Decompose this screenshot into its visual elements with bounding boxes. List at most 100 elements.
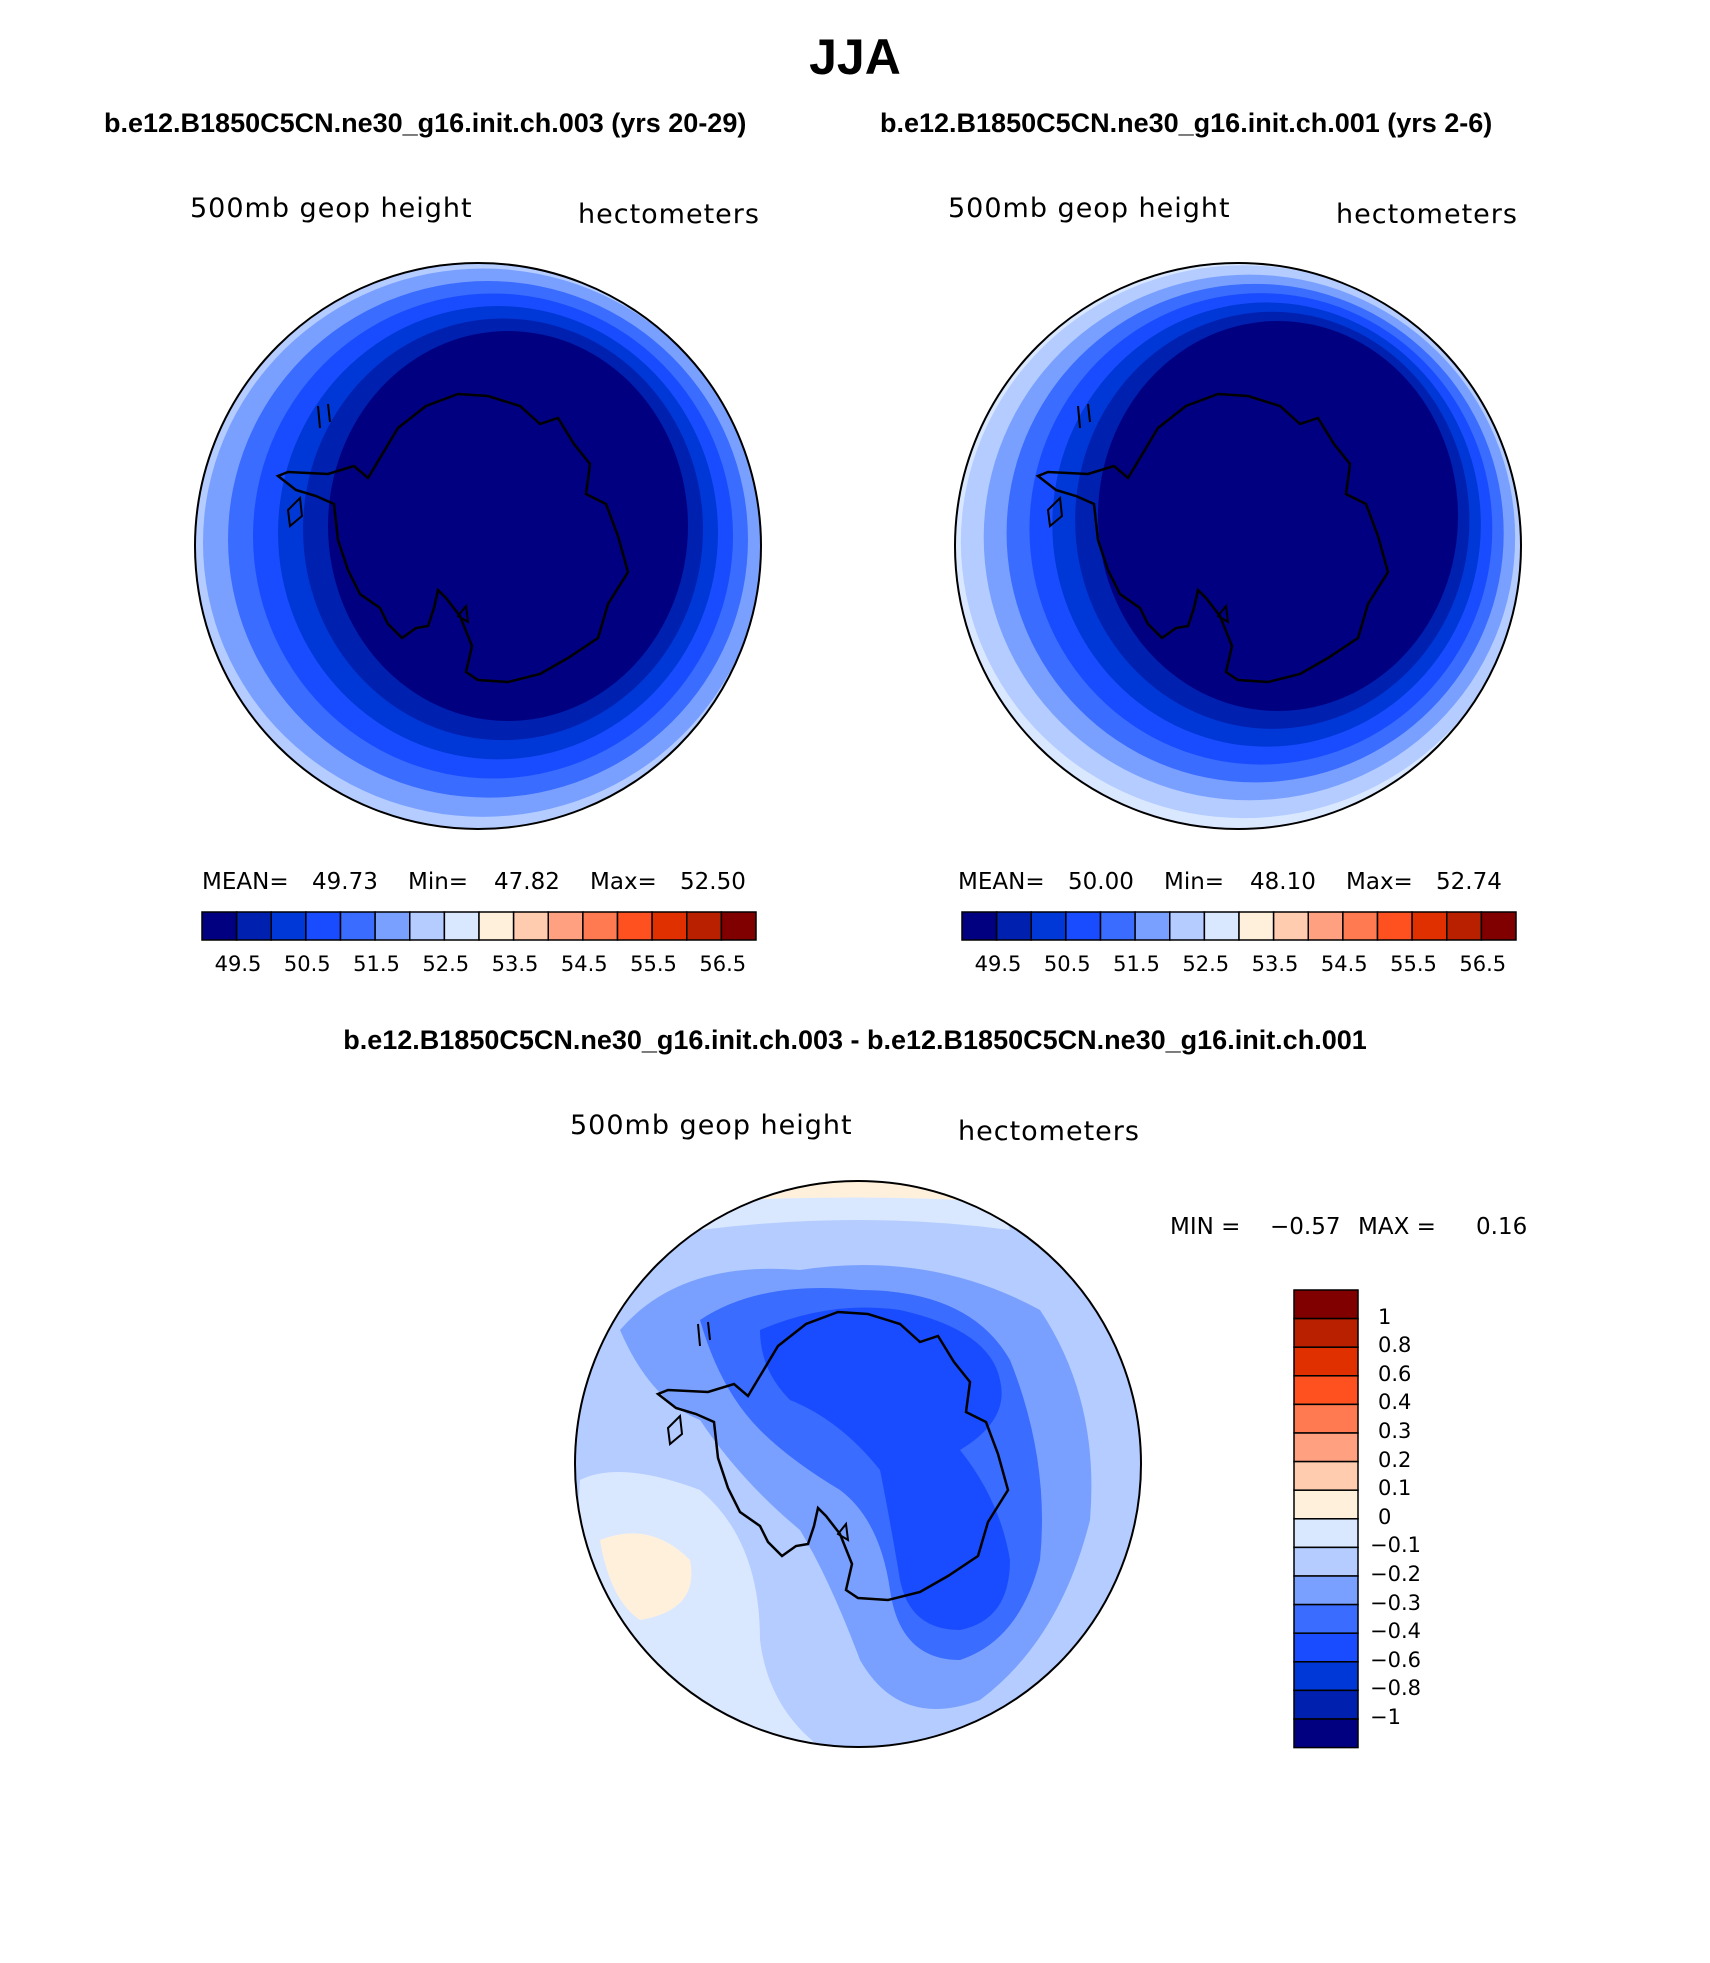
right-mean-label: MEAN= <box>958 869 1045 895</box>
colorbar-box <box>1065 911 1102 941</box>
colorbar-tick-label: 55.5 <box>1390 952 1437 976</box>
left-colorbar <box>201 911 757 941</box>
left-panel-variable-label: 500mb geop height <box>190 193 473 224</box>
colorbar-box <box>547 911 584 941</box>
colorbar-box <box>409 911 446 941</box>
left-mean-value: 49.73 <box>312 869 378 895</box>
left-panel-map <box>195 263 761 829</box>
colorbar-box <box>1169 911 1206 941</box>
right-panel-map-border <box>954 262 1522 830</box>
colorbar-tick-label: 54.5 <box>560 952 608 976</box>
colorbar-box <box>1446 911 1483 941</box>
left-min-value: 47.82 <box>494 869 560 895</box>
colorbar-box <box>1293 1403 1359 1434</box>
colorbar-box <box>1293 1603 1359 1634</box>
colorbar-box <box>582 911 619 941</box>
difference-variable-label: 500mb geop height <box>570 1110 853 1141</box>
colorbar-box <box>1293 1632 1359 1663</box>
colorbar-box <box>1293 1689 1359 1720</box>
colorbar-tick-label: −0.8 <box>1370 1676 1421 1701</box>
colorbar-tick-label: 51.5 <box>353 952 400 976</box>
colorbar-tick-label: 54.5 <box>1320 952 1368 976</box>
difference-map <box>575 1181 1141 1747</box>
colorbar-tick-label: 49.5 <box>214 952 262 976</box>
colorbar-tick-label: −0.1 <box>1370 1533 1421 1558</box>
colorbar-box <box>1238 911 1275 941</box>
right-panel-variable-label: 500mb geop height <box>948 193 1231 224</box>
left-panel-units-label: hectometers <box>578 199 760 230</box>
colorbar-box <box>1030 911 1067 941</box>
colorbar-box <box>616 911 653 941</box>
left-panel-case-title: b.e12.B1850C5CN.ne30_g16.init.ch.003 (yr… <box>104 108 747 138</box>
colorbar-box <box>961 911 998 941</box>
colorbar-box <box>720 911 757 941</box>
right-min-label: Min= <box>1164 869 1225 895</box>
left-mean-label: MEAN= <box>202 869 289 895</box>
right-max-label: Max= <box>1346 869 1413 895</box>
difference-max-label: MAX = <box>1358 1214 1436 1240</box>
colorbar-box <box>1293 1546 1359 1577</box>
colorbar-box <box>1293 1661 1359 1692</box>
colorbar-box <box>305 911 342 941</box>
colorbar-box <box>1411 911 1448 941</box>
colorbar-tick-label: 53.5 <box>1251 952 1299 976</box>
colorbar-box <box>1342 911 1379 941</box>
colorbar-tick-label: 0.1 <box>1378 1476 1412 1501</box>
colorbar-tick-label: 52.5 <box>1182 952 1230 976</box>
colorbar-tick-label: 1 <box>1378 1304 1392 1329</box>
colorbar-box <box>1480 911 1517 941</box>
colorbar-box <box>1307 911 1344 941</box>
colorbar-box <box>1293 1375 1359 1406</box>
colorbar-box <box>443 911 480 941</box>
colorbar-box <box>1293 1432 1359 1463</box>
difference-min-value: −0.57 <box>1270 1214 1341 1240</box>
colorbar-box <box>651 911 688 941</box>
colorbar-tick-label: −0.6 <box>1370 1647 1421 1672</box>
colorbar-tick-label: 49.5 <box>974 952 1022 976</box>
colorbar-box <box>270 911 307 941</box>
colorbar-tick-label: −1 <box>1370 1705 1401 1729</box>
colorbar-box <box>686 911 723 941</box>
colorbar-box <box>1293 1460 1359 1491</box>
colorbar-box <box>1203 911 1240 941</box>
field-band <box>1098 321 1458 711</box>
colorbar-tick-label: 56.5 <box>1459 952 1507 976</box>
right-colorbar <box>961 911 1517 941</box>
colorbar-box <box>1272 911 1309 941</box>
left-panel-map-border <box>194 262 762 830</box>
difference-units-label: hectometers <box>958 1116 1140 1147</box>
colorbar-box <box>1293 1489 1359 1520</box>
colorbar-tick-label: 0.4 <box>1378 1390 1412 1415</box>
left-max-label: Max= <box>590 869 657 895</box>
colorbar-tick-label: 55.5 <box>630 952 677 976</box>
colorbar-box <box>1099 911 1136 941</box>
right-panel-units-label: hectometers <box>1336 199 1518 230</box>
colorbar-box <box>1134 911 1171 941</box>
right-panel-case-title: b.e12.B1850C5CN.ne30_g16.init.ch.001 (yr… <box>880 108 1493 138</box>
colorbar-box <box>1293 1317 1359 1348</box>
colorbar-tick-label: 51.5 <box>1113 952 1160 976</box>
colorbar-box <box>995 911 1032 941</box>
colorbar-box <box>339 911 376 941</box>
colorbar-tick-label: 53.5 <box>491 952 539 976</box>
colorbar-tick-label: −0.4 <box>1370 1619 1421 1644</box>
field-band <box>328 331 688 721</box>
colorbar-tick-label: 0 <box>1378 1504 1392 1529</box>
colorbar-tick-label: 0.6 <box>1378 1361 1412 1386</box>
colorbar-box <box>478 911 515 941</box>
right-panel-map <box>955 263 1521 829</box>
difference-title: b.e12.B1850C5CN.ne30_g16.init.ch.003 - b… <box>343 1025 1367 1055</box>
colorbar-box <box>1293 1575 1359 1606</box>
right-max-value: 52.74 <box>1436 869 1502 895</box>
right-mean-value: 50.00 <box>1068 869 1134 895</box>
colorbar-box <box>1293 1346 1359 1377</box>
colorbar-tick-label: 50.5 <box>1043 952 1091 976</box>
colorbar-box <box>1293 1518 1359 1549</box>
colorbar-tick-label: 0.3 <box>1378 1419 1412 1443</box>
difference-colorbar <box>1293 1289 1359 1749</box>
right-min-value: 48.10 <box>1250 869 1316 895</box>
colorbar-tick-label: 50.5 <box>283 952 331 976</box>
difference-min-label: MIN = <box>1170 1214 1241 1240</box>
difference-map-border <box>574 1180 1142 1748</box>
colorbar-box <box>201 911 238 941</box>
